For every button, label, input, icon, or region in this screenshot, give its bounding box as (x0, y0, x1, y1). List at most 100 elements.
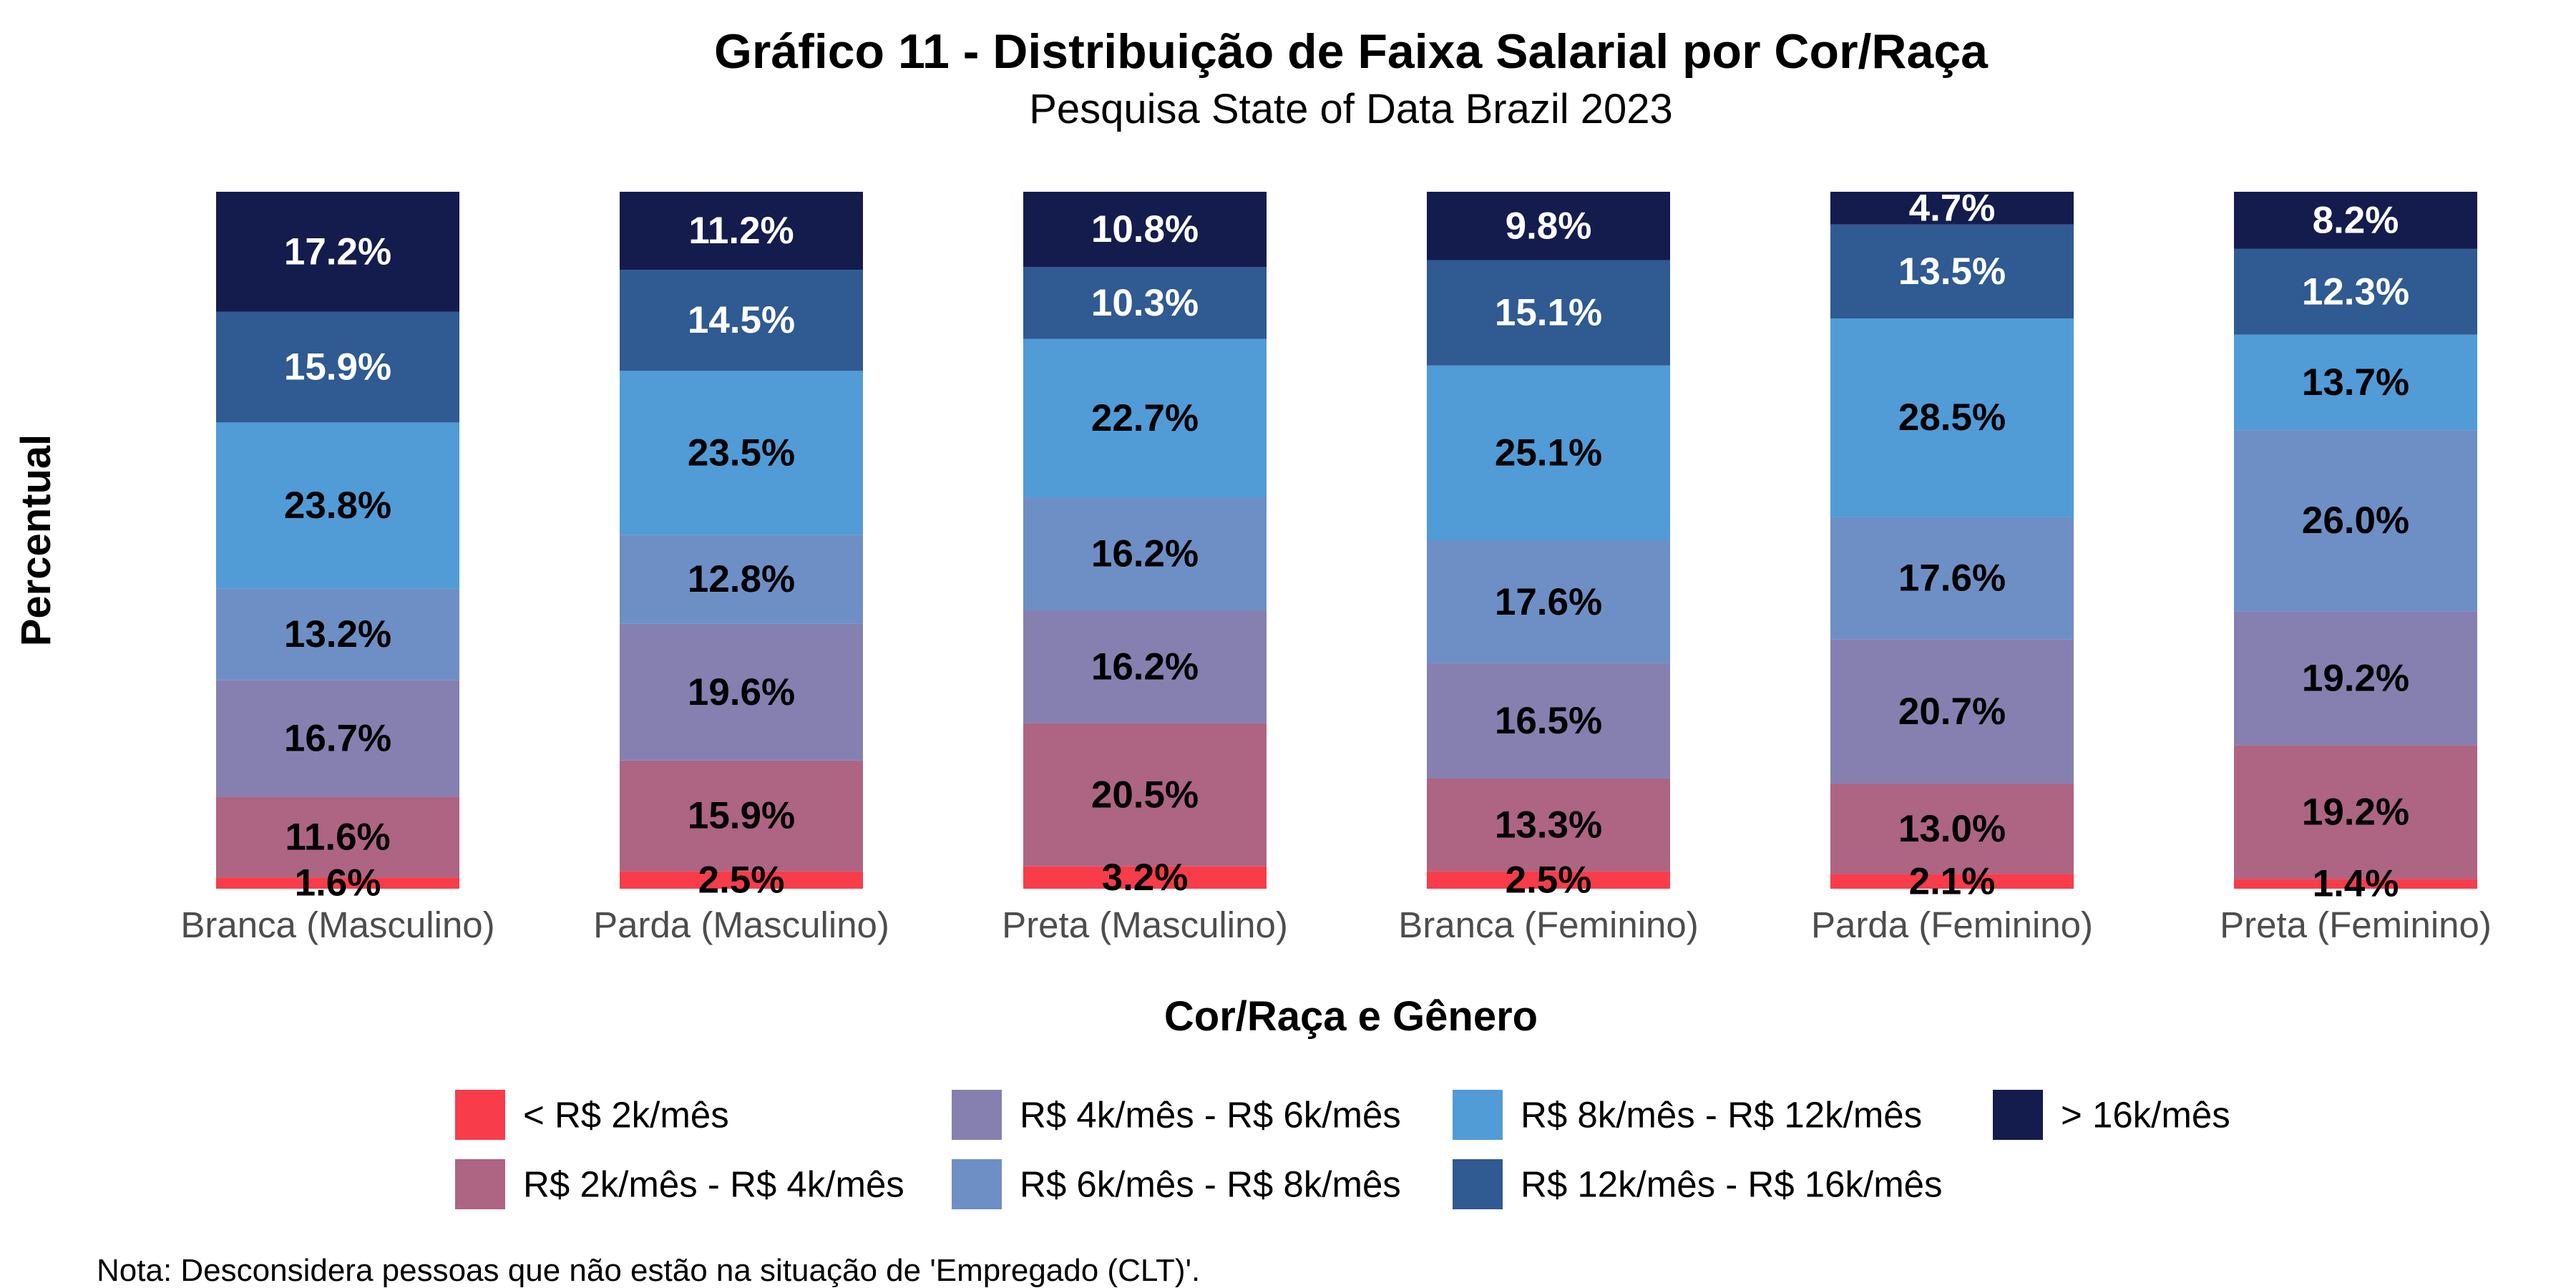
bar-value-label: 13.3% (1495, 804, 1602, 846)
chart-note: Nota: Desconsidera pessoas que não estão… (97, 1253, 1200, 1288)
bar-segment (620, 192, 863, 270)
x-tick-labels-layer: Branca (Masculino) Parda (Masculino) Preta… (180, 904, 2492, 945)
bar-segment (1023, 267, 1267, 339)
bar-segment (1023, 866, 1267, 889)
bar-segment (216, 192, 459, 312)
legend-label: R$ 12k/mês - R$ 16k/mês (1521, 1164, 1943, 1205)
bar-segment (216, 311, 459, 423)
bar-value-label: 23.5% (688, 431, 795, 474)
bar-segment (2234, 879, 2477, 889)
bar-value-label: 14.5% (688, 299, 795, 341)
bar-segment (620, 371, 863, 535)
bar-value-label: 3.2% (1102, 857, 1189, 899)
bar-segment (620, 535, 863, 624)
bar-value-label: 13.2% (284, 613, 391, 655)
bar-value-label: 10.3% (1091, 282, 1199, 324)
bar-segment (1830, 318, 2074, 517)
segment-labels-layer: 1.6%11.6% 16.7% 13.2% 23.8% 15.9% 17.2% 2.5% 15… (284, 187, 2409, 904)
bar-value-label: 11.2% (688, 210, 794, 252)
bar-segment (216, 680, 459, 797)
bar-segment (216, 422, 459, 589)
bar-value-label: 13.7% (2302, 361, 2409, 404)
bars-layer (216, 192, 2477, 889)
legend-label: R$ 4k/mês - R$ 6k/mês (1020, 1095, 1401, 1136)
bar-value-label: 16.2% (1091, 645, 1199, 688)
bar-segment (620, 270, 863, 371)
bar-value-label: 20.7% (1898, 691, 2006, 733)
bar-value-label: 16.7% (284, 718, 391, 760)
bar-value-label: 15.9% (688, 795, 795, 837)
bar-value-label: 12.3% (2302, 270, 2409, 313)
bar-segment (1427, 365, 1670, 541)
bar-segment (2234, 192, 2477, 249)
legend-label: < R$ 2k/mês (523, 1095, 729, 1136)
bar-value-label: 2.1% (1909, 860, 1996, 902)
x-tick-label: Parda (Masculino) (593, 904, 889, 945)
bar-segment (1023, 723, 1267, 867)
bar-value-label: 10.8% (1091, 208, 1199, 250)
bar-value-label: 23.8% (284, 484, 391, 527)
x-tick-label: Preta (Feminino) (2220, 904, 2492, 945)
bar-segment (2234, 611, 2477, 746)
bar-segment (1023, 610, 1267, 723)
legend-swatch (1993, 1090, 2043, 1140)
x-tick-label: Preta (Masculino) (1002, 904, 1288, 945)
bar-segment (216, 877, 459, 889)
bar-value-label: 15.1% (1495, 292, 1602, 334)
legend-label: R$ 8k/mês - R$ 12k/mês (1521, 1095, 1922, 1136)
x-axis-label: Cor/Raça e Gênero (1164, 993, 1538, 1040)
bar-value-label: 15.9% (284, 346, 391, 388)
legend-swatch (952, 1090, 1002, 1140)
bar-value-label: 4.7% (1909, 187, 1996, 229)
bar-segment (1023, 338, 1267, 498)
bar-segment (1830, 517, 2074, 640)
bar-segment (1427, 192, 1670, 260)
bar-value-label: 22.7% (1091, 397, 1199, 439)
legend: < R$ 2k/mês R$ 4k/mês - R$ 6k/mês R$ 8k/mê… (455, 1090, 2230, 1209)
bar-value-label: 20.5% (1091, 774, 1199, 816)
bar-segment (620, 760, 863, 872)
bar-value-label: 25.1% (1495, 432, 1602, 474)
x-tick-label: Branca (Masculino) (180, 904, 494, 945)
chart-title: Gráfico 11 - Distribuição de Faixa Salar… (714, 24, 1989, 79)
bar-segment (1427, 260, 1670, 366)
bar-segment (2234, 430, 2477, 612)
chart-subtitle: Pesquisa State of Data Brazil 2023 (1029, 86, 1673, 132)
legend-swatch (455, 1090, 505, 1140)
bar-segment (1023, 192, 1267, 268)
bar-value-label: 13.0% (1898, 808, 2006, 850)
x-tick-label: Parda (Feminino) (1811, 904, 2093, 945)
y-axis-label: Percentual (13, 434, 59, 647)
bar-segment (1427, 663, 1670, 779)
x-tick-label: Branca (Feminino) (1398, 904, 1698, 945)
bar-segment (1427, 778, 1670, 872)
legend-label: > 16k/mês (2061, 1095, 2230, 1136)
legend-label: R$ 6k/mês - R$ 8k/mês (1020, 1164, 1401, 1205)
bar-segment (620, 623, 863, 761)
bar-segment (1427, 540, 1670, 664)
bar-segment (2234, 248, 2477, 335)
bar-value-label: 1.6% (295, 862, 381, 904)
bar-segment (2234, 745, 2477, 879)
bar-segment (216, 588, 459, 680)
bar-value-label: 2.5% (698, 859, 785, 901)
bar-value-label: 16.2% (1091, 533, 1199, 575)
legend-swatch (455, 1159, 505, 1209)
bar-segment (1830, 224, 2074, 319)
bar-value-label: 17.6% (1898, 557, 2006, 600)
legend-swatch (1453, 1159, 1503, 1209)
bar-segment (1427, 871, 1670, 889)
bar-value-label: 9.8% (1506, 205, 1592, 247)
bar-value-label: 16.5% (1495, 700, 1602, 742)
bar-value-label: 19.2% (2302, 657, 2409, 699)
bar-value-label: 17.2% (284, 230, 391, 273)
bar-value-label: 26.0% (2302, 499, 2409, 542)
bar-value-label: 12.8% (688, 558, 795, 600)
bar-value-label: 1.4% (2313, 863, 2399, 905)
bar-segment (1023, 497, 1267, 610)
legend-swatch (952, 1159, 1002, 1209)
legend-swatch (1453, 1090, 1503, 1140)
bar-value-label: 2.5% (1506, 859, 1592, 901)
